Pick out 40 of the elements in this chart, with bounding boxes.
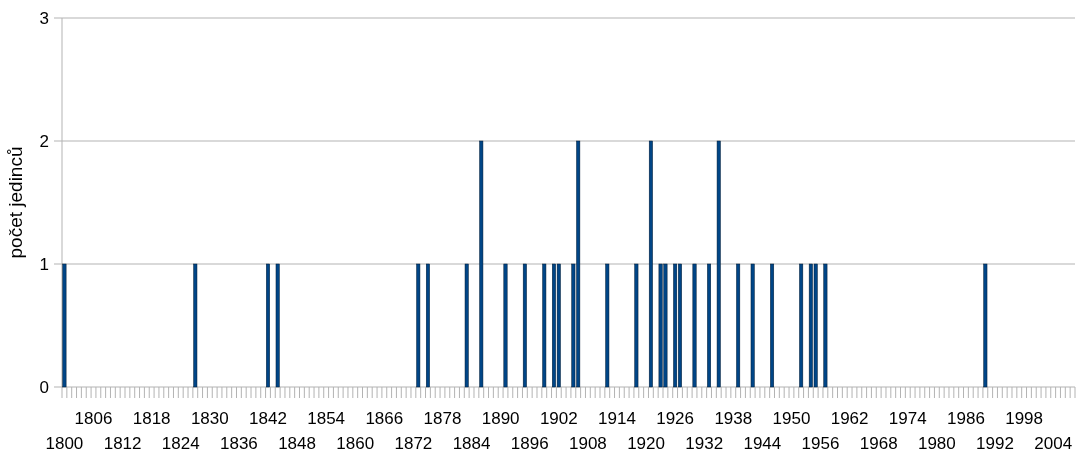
x-tick-label: 1854 — [307, 409, 346, 428]
x-tick-label: 1908 — [568, 434, 607, 453]
x-tick-label: 1980 — [917, 434, 956, 453]
x-tick-label: 1830 — [190, 409, 229, 428]
y-tick-label: 1 — [39, 254, 49, 274]
x-tick-label: 1842 — [249, 409, 287, 428]
x-tick-label: 1974 — [888, 409, 927, 428]
x-tick-label: 1866 — [365, 409, 404, 428]
x-tick-label: 1818 — [132, 409, 171, 428]
y-tick-label: 0 — [39, 377, 49, 397]
x-tick-label: 1944 — [743, 434, 782, 453]
x-tick-label: 1914 — [598, 409, 636, 428]
x-tick-label: 1824 — [161, 434, 200, 453]
x-tick-label: 1992 — [976, 434, 1014, 453]
y-tick-label: 3 — [39, 8, 49, 28]
x-tick-label: 1926 — [656, 409, 695, 428]
y-tick-label: 2 — [39, 131, 49, 151]
x-tick-label: 1998 — [1005, 409, 1044, 428]
x-tick-label: 1920 — [627, 434, 665, 453]
x-tick-label: 1836 — [220, 434, 258, 453]
x-tick-label: 1932 — [685, 434, 724, 453]
x-tick-label: 1986 — [947, 409, 985, 428]
x-tick-label: 1956 — [801, 434, 840, 453]
x-tick-label: 1860 — [336, 434, 375, 453]
x-tick-label: 1800 — [45, 434, 84, 453]
x-tick-label: 2004 — [1034, 434, 1073, 453]
x-tick-label: 1950 — [772, 409, 811, 428]
x-tick-label: 1812 — [103, 434, 142, 453]
x-tick-label: 1890 — [481, 409, 520, 428]
x-tick-label: 1848 — [278, 434, 316, 453]
x-tick-label: 1938 — [714, 409, 753, 428]
x-tick-label: 1962 — [830, 409, 869, 428]
x-tick-label: 1884 — [452, 434, 491, 453]
y-axis-title: počet jedinců — [5, 146, 26, 259]
x-tick-label: 1872 — [394, 434, 433, 453]
x-tick-label: 1896 — [510, 434, 549, 453]
x-tick-label: 1878 — [423, 409, 462, 428]
x-tick-label: 1968 — [859, 434, 898, 453]
x-tick-label: 1806 — [74, 409, 113, 428]
x-tick-label: 1902 — [539, 409, 578, 428]
